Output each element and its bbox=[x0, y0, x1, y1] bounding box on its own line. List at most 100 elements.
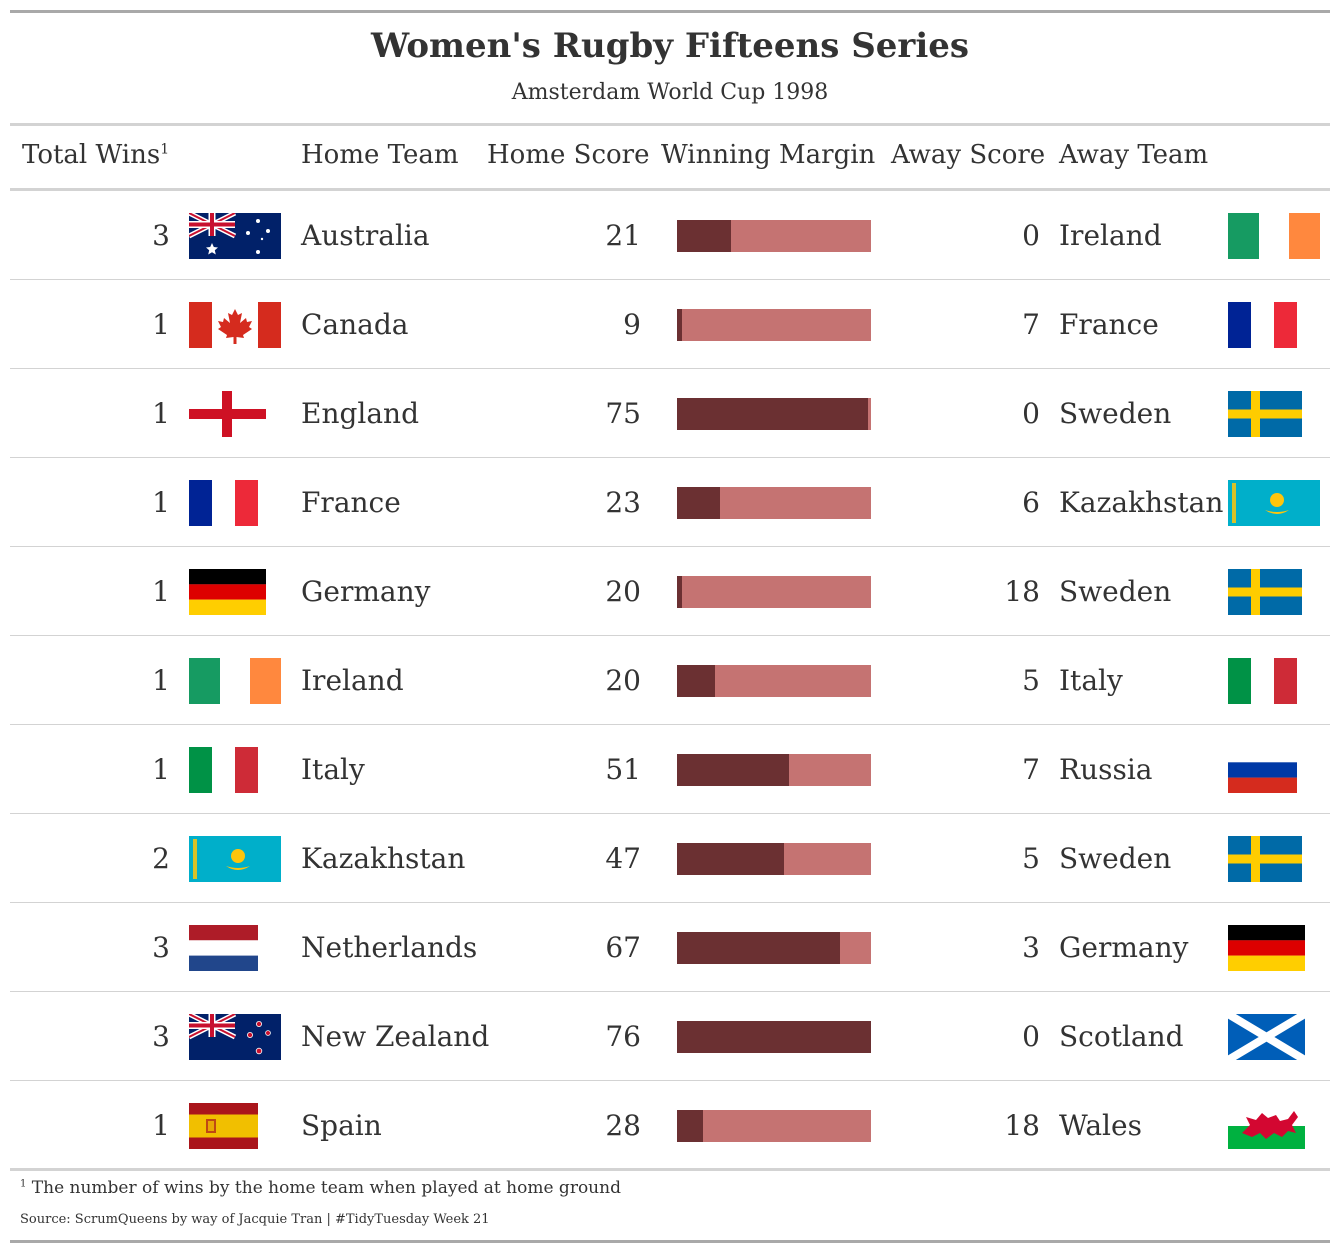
away-team-cell: Ireland bbox=[1059, 219, 1162, 252]
home-team-cell: Spain bbox=[301, 1109, 382, 1142]
away-score-cell: 5 bbox=[1022, 664, 1040, 697]
header-bottom-rule bbox=[10, 188, 1330, 191]
table-row: 1 Italy 51 7 Russia bbox=[10, 725, 1330, 814]
bottom-rule bbox=[10, 1240, 1330, 1243]
header-top-rule bbox=[10, 123, 1330, 126]
winning-margin-fill bbox=[677, 932, 840, 964]
new-zealand-flag-icon bbox=[189, 1014, 281, 1060]
winning-margin-bar bbox=[677, 932, 871, 964]
table-row: 1 Germany 20 18 Sweden bbox=[10, 547, 1330, 636]
home-score-cell: 23 bbox=[605, 486, 641, 519]
total-wins-cell: 1 bbox=[152, 664, 170, 697]
total-wins-cell: 3 bbox=[152, 1020, 170, 1053]
away-score-cell: 0 bbox=[1022, 1020, 1040, 1053]
row-divider bbox=[10, 991, 1330, 992]
winning-margin-bar bbox=[677, 487, 871, 519]
winning-margin-fill bbox=[677, 220, 731, 252]
total-wins-cell: 1 bbox=[152, 753, 170, 786]
france-flag-icon bbox=[1228, 302, 1320, 348]
column-header-winning-margin: Winning Margin bbox=[661, 140, 876, 170]
winning-margin-bar bbox=[677, 665, 871, 697]
row-divider bbox=[10, 635, 1330, 636]
sweden-flag-icon bbox=[1228, 391, 1320, 437]
australia-flag-icon bbox=[189, 213, 281, 259]
spain-flag-icon bbox=[189, 1103, 281, 1149]
away-score-cell: 5 bbox=[1022, 842, 1040, 875]
away-team-cell: Germany bbox=[1059, 931, 1189, 964]
home-team-cell: Canada bbox=[301, 308, 409, 341]
total-wins-cell: 1 bbox=[152, 486, 170, 519]
winning-margin-fill bbox=[677, 843, 784, 875]
table-row: 2 Kazakhstan 47 5 Sweden bbox=[10, 814, 1330, 903]
table-row: 3 New Zealand 76 0 Scotland bbox=[10, 992, 1330, 1081]
column-header-away-score: Away Score bbox=[891, 140, 1046, 170]
home-score-cell: 28 bbox=[605, 1109, 641, 1142]
home-team-cell: England bbox=[301, 397, 420, 430]
home-team-cell: Ireland bbox=[301, 664, 404, 697]
france-flag-icon bbox=[189, 480, 281, 526]
table-row: 3 Netherlands 67 3 Germany bbox=[10, 903, 1330, 992]
winning-margin-bar bbox=[677, 309, 871, 341]
winning-margin-bar bbox=[677, 398, 871, 430]
away-team-cell: France bbox=[1059, 308, 1159, 341]
home-team-cell: Germany bbox=[301, 575, 431, 608]
germany-flag-icon bbox=[1228, 925, 1320, 971]
sweden-flag-icon bbox=[1228, 569, 1320, 615]
away-score-cell: 0 bbox=[1022, 397, 1040, 430]
winning-margin-fill bbox=[677, 1021, 871, 1053]
column-header-away-team: Away Team bbox=[1059, 140, 1209, 170]
home-team-cell: Australia bbox=[301, 219, 430, 252]
row-divider bbox=[10, 279, 1330, 280]
row-divider bbox=[10, 457, 1330, 458]
away-score-cell: 0 bbox=[1022, 219, 1040, 252]
away-team-cell: Sweden bbox=[1059, 575, 1172, 608]
home-team-cell: Kazakhstan bbox=[301, 842, 466, 875]
winning-margin-fill bbox=[677, 665, 715, 697]
home-score-cell: 76 bbox=[605, 1020, 641, 1053]
away-score-cell: 18 bbox=[1004, 1109, 1040, 1142]
netherlands-flag-icon bbox=[189, 925, 281, 971]
home-score-cell: 67 bbox=[605, 931, 641, 964]
germany-flag-icon bbox=[189, 569, 281, 615]
winning-margin-fill bbox=[677, 398, 868, 430]
winning-margin-bar bbox=[677, 843, 871, 875]
home-score-cell: 47 bbox=[605, 842, 641, 875]
away-team-cell: Wales bbox=[1059, 1109, 1142, 1142]
footnote: 1 The number of wins by the home team wh… bbox=[20, 1178, 621, 1198]
row-divider bbox=[10, 546, 1330, 547]
table-row: 1 Canada 9 7 France bbox=[10, 280, 1330, 369]
row-divider bbox=[10, 902, 1330, 903]
home-score-cell: 20 bbox=[605, 664, 641, 697]
away-team-cell: Sweden bbox=[1059, 842, 1172, 875]
away-team-cell: Italy bbox=[1059, 664, 1123, 697]
canada-flag-icon bbox=[189, 302, 281, 348]
footnote-marker: 1 bbox=[20, 1178, 27, 1190]
home-team-cell: Netherlands bbox=[301, 931, 478, 964]
column-header-total-wins-label: Total Wins bbox=[22, 140, 161, 170]
row-divider bbox=[10, 813, 1330, 814]
home-team-cell: New Zealand bbox=[301, 1020, 490, 1053]
winning-margin-fill bbox=[677, 309, 682, 341]
row-divider bbox=[10, 724, 1330, 725]
away-score-cell: 18 bbox=[1004, 575, 1040, 608]
sweden-flag-icon bbox=[1228, 836, 1320, 882]
italy-flag-icon bbox=[189, 747, 281, 793]
column-header-total-wins: Total Wins1 bbox=[22, 140, 169, 170]
home-team-cell: France bbox=[301, 486, 401, 519]
column-header-home-team: Home Team bbox=[301, 140, 459, 170]
winning-margin-fill bbox=[677, 754, 789, 786]
source-note: Source: ScrumQueens by way of Jacquie Tr… bbox=[20, 1212, 490, 1227]
home-score-cell: 9 bbox=[623, 308, 641, 341]
table-row: 1 England 75 0 Sweden bbox=[10, 369, 1330, 458]
total-wins-cell: 1 bbox=[152, 308, 170, 341]
winning-margin-fill bbox=[677, 576, 682, 608]
away-score-cell: 3 bbox=[1022, 931, 1040, 964]
wales-flag-icon bbox=[1228, 1103, 1320, 1149]
footer-rule bbox=[10, 1168, 1330, 1171]
england-flag-icon bbox=[189, 391, 281, 437]
row-divider bbox=[10, 1080, 1330, 1081]
table-row: 3 Australia 21 0 Ireland bbox=[10, 191, 1330, 280]
ireland-flag-icon bbox=[1228, 213, 1320, 259]
table-row: 1 Ireland 20 5 Italy bbox=[10, 636, 1330, 725]
away-team-cell: Sweden bbox=[1059, 397, 1172, 430]
